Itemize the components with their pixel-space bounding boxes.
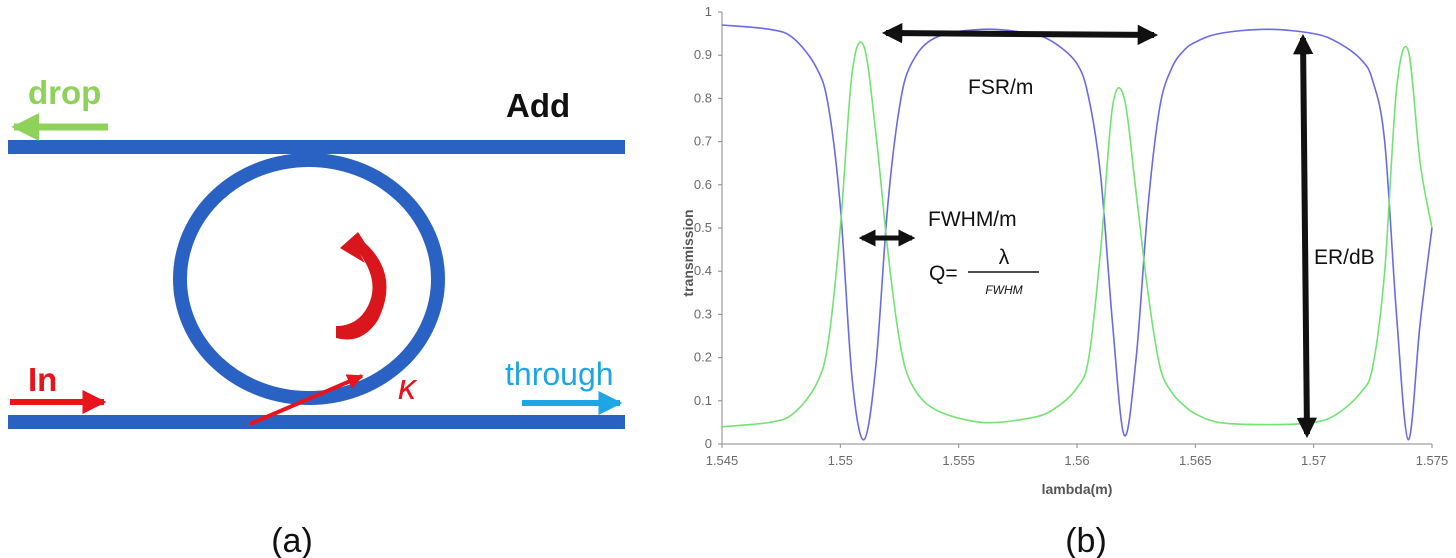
x-tick-label: 1.55: [828, 453, 853, 468]
kappa-label: κ: [398, 366, 418, 407]
x-tick-label: 1.56: [1064, 453, 1089, 468]
er-double-arrow: [1292, 33, 1318, 439]
y-axis-label: transmission: [680, 209, 696, 296]
q-numerator: λ: [999, 246, 1010, 269]
fsr-double-arrow: [881, 22, 1159, 46]
ring-resonator: [173, 153, 445, 405]
through-label: through: [505, 356, 614, 392]
y-tick-label: 0.1: [694, 393, 712, 408]
fsr-label: FSR/m: [968, 76, 1033, 99]
x-tick-label: 1.575: [1416, 453, 1449, 468]
er-label: ER/dB: [1314, 246, 1375, 269]
x-tick-label: 1.555: [942, 453, 975, 468]
y-tick-label: 0.4: [694, 263, 712, 278]
y-tick-label: 0.5: [694, 220, 712, 235]
x-tick-label: 1.57: [1301, 453, 1326, 468]
transmission-series-line-2: [721, 41, 1433, 428]
y-tick-group: 0 0.1 0.2 0.3 0.4 0.5 0.6 0.7 0.8 0.9 1: [694, 4, 722, 451]
circulation-arrow-icon: [336, 232, 387, 340]
x-tick-group: 1.545 1.55 1.555 1.56 1.565 1.57 1.575: [706, 444, 1449, 468]
q-denominator: FWHM: [985, 283, 1022, 297]
drop-label: drop: [28, 74, 101, 111]
y-tick-label: 0.9: [694, 47, 712, 62]
ring-resonator-panel: drop Add In through κ (a): [8, 74, 625, 558]
transmission-chart: 00.10.20.30.40.50.60.70.80.91 1.545 1.55 1…: [680, 4, 1448, 558]
transmission-series-line-1: [721, 24, 1433, 441]
y-tick-label: 0: [705, 436, 712, 451]
x-axis-label: lambda(m): [1042, 481, 1113, 497]
series-layer: [721, 24, 1433, 441]
caption-a: (a): [271, 522, 313, 558]
y-tick-label: 0.8: [694, 90, 712, 105]
caption-b: (b): [1065, 522, 1107, 558]
in-label: In: [28, 361, 57, 398]
y-tick-label: 0.6: [694, 177, 712, 192]
fwhm-label: FWHM/m: [928, 208, 1017, 231]
x-tick-label: 1.565: [1179, 453, 1212, 468]
coupling-arrow: [249, 374, 364, 426]
y-tick-label: 0.2: [694, 350, 712, 365]
add-label: Add: [506, 87, 570, 124]
y-tick-label: 1: [705, 4, 712, 19]
y-tick-label: 0.3: [694, 306, 712, 321]
q-prefix: Q=: [929, 262, 958, 285]
bottom-waveguide: [8, 415, 625, 429]
top-waveguide: [8, 140, 625, 154]
x-tick-label: 1.545: [706, 453, 739, 468]
y-tick-label: 0.7: [694, 134, 712, 149]
